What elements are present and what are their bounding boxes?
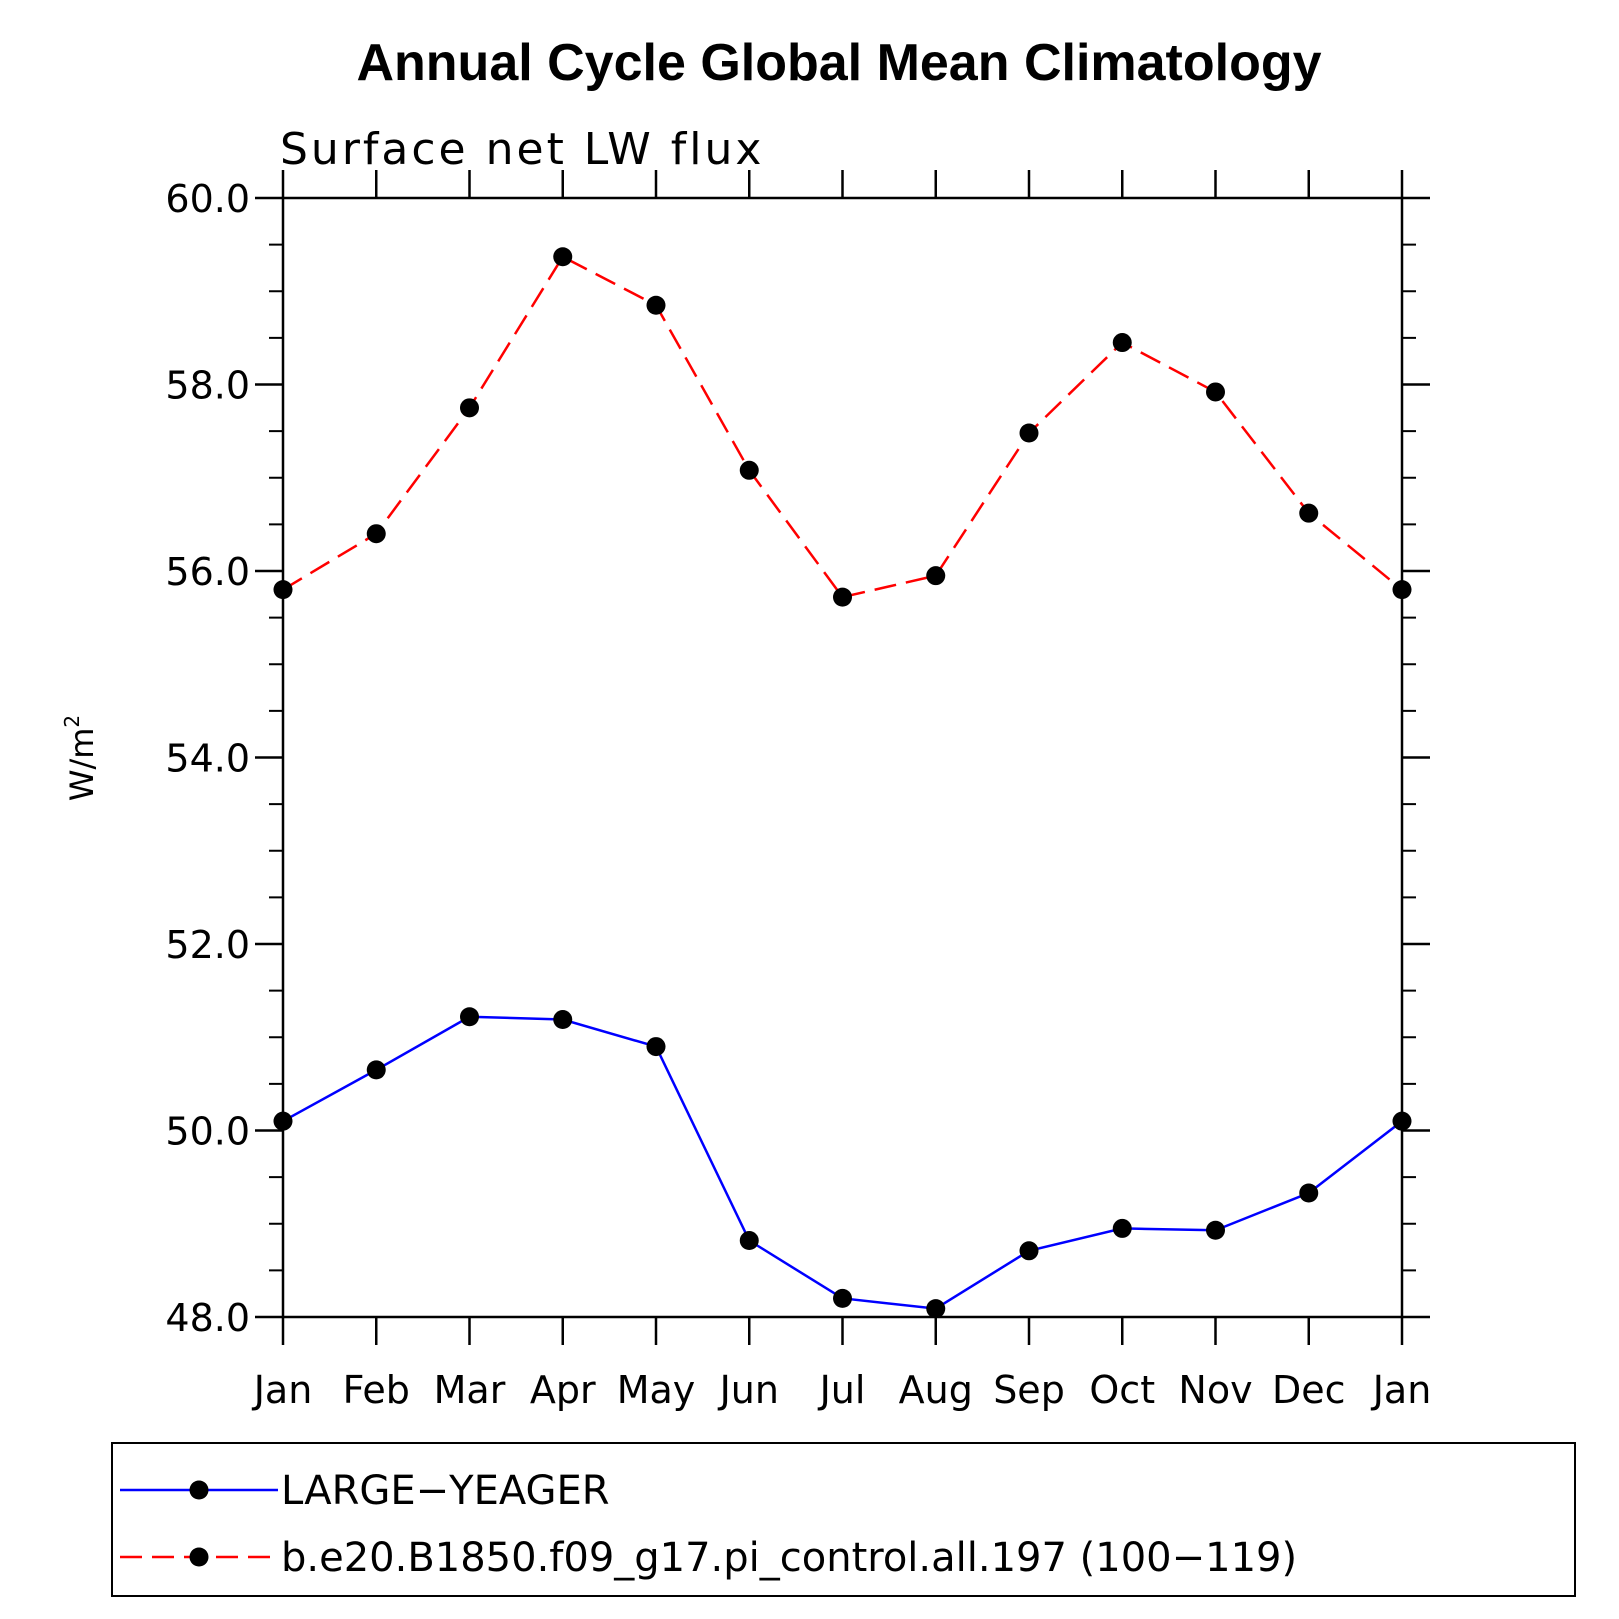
- series-0-point: [273, 1111, 293, 1131]
- series-1-point: [553, 247, 573, 267]
- y-tick-label: 50.0: [165, 1110, 250, 1154]
- x-tick-label: Jan: [1371, 1368, 1432, 1412]
- series-0-point: [646, 1037, 666, 1057]
- x-tick-label: May: [617, 1368, 696, 1412]
- x-tick-label: Feb: [343, 1368, 410, 1412]
- y-axis-label-superscript: 2: [60, 715, 84, 728]
- x-tick-label: Mar: [434, 1368, 506, 1412]
- series-0-point: [833, 1288, 852, 1308]
- series-1-point: [646, 295, 666, 315]
- series-1-point: [1206, 382, 1225, 402]
- series-1-point: [1019, 423, 1039, 443]
- x-tick-label: Jun: [718, 1368, 779, 1412]
- series-0-point: [1206, 1220, 1225, 1240]
- y-tick-label: 52.0: [165, 923, 250, 967]
- series-1-point: [366, 524, 386, 544]
- series-0-point: [1112, 1218, 1132, 1238]
- series-0-point: [1019, 1241, 1039, 1261]
- series-0-point: [1299, 1183, 1319, 1203]
- y-tick-label: 58.0: [165, 364, 250, 408]
- series-0-point: [553, 1010, 573, 1030]
- legend-swatch-marker-0: [189, 1480, 209, 1500]
- series-0-point: [460, 1007, 479, 1027]
- x-tick-label: Nov: [1178, 1368, 1252, 1412]
- x-tick-label: Jul: [818, 1368, 866, 1412]
- legend: LARGE−YEAGER b.e20.B1850.f09_g17.pi_contr…: [111, 1442, 1576, 1597]
- x-tick-label: Oct: [1089, 1368, 1155, 1412]
- y-axis-label-base: W/m: [63, 728, 101, 802]
- x-tick-label: Jan: [252, 1368, 313, 1412]
- chart-subtitle: Surface net LW flux: [280, 124, 764, 175]
- y-tick-label: 60.0: [165, 177, 250, 221]
- chart-title: Annual Cycle Global Mean Climatology: [356, 34, 1321, 92]
- y-tick-label: 56.0: [165, 550, 250, 594]
- series-1-point: [273, 580, 293, 600]
- legend-label-1: b.e20.B1850.f09_g17.pi_control.all.197 (…: [281, 1535, 1297, 1581]
- legend-box: [111, 1442, 1576, 1597]
- series-0-point: [1392, 1111, 1412, 1131]
- series-1-point: [1112, 333, 1132, 353]
- legend-label-0: LARGE−YEAGER: [281, 1468, 610, 1514]
- series-0-point: [739, 1231, 759, 1251]
- y-tick-label: 48.0: [165, 1296, 250, 1340]
- plot-layer: 48.0 50.0 52.0 54.0 56.0 58.0 60.0 Jan Feb Mar Apr…: [165, 170, 1431, 1412]
- x-tick-label: Apr: [530, 1368, 596, 1412]
- series-1-point: [1392, 580, 1412, 600]
- series-0-point: [366, 1060, 386, 1080]
- series-0-point: [926, 1299, 946, 1319]
- y-tick-label: 54.0: [165, 737, 250, 781]
- series-1-point: [1299, 503, 1319, 523]
- x-tick-label: Aug: [899, 1368, 973, 1412]
- legend-swatch-marker-1: [189, 1547, 209, 1567]
- series-1-point: [460, 398, 479, 418]
- x-tick-label: Dec: [1272, 1368, 1346, 1412]
- series-1-point: [926, 566, 946, 586]
- series-1-point: [739, 460, 759, 480]
- series-1-point: [833, 587, 852, 607]
- y-axis-label: W/m2: [60, 715, 101, 801]
- x-tick-label: Sep: [993, 1368, 1065, 1412]
